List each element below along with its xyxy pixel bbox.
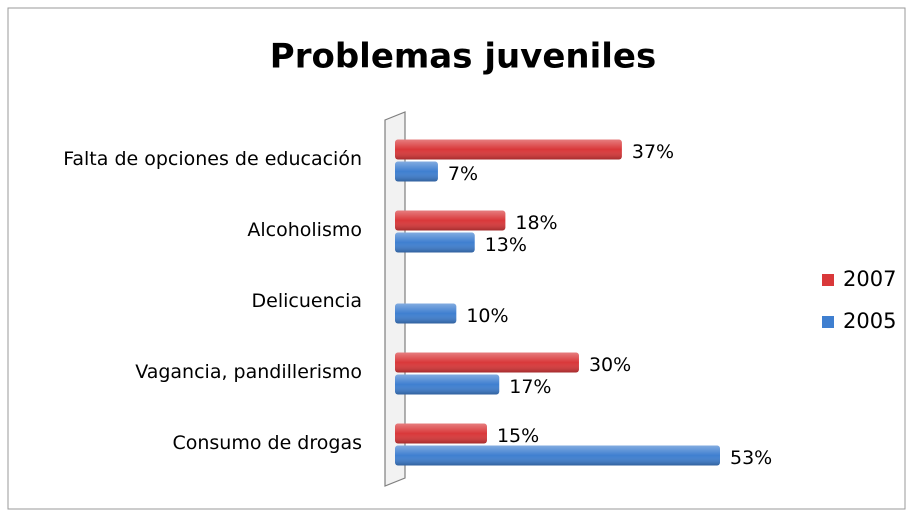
y-tick-label: Falta de opciones de educación [63,148,362,170]
data-label: 7% [448,163,478,185]
bar-shade [395,161,438,182]
data-label: 10% [466,305,508,327]
bar-shade [395,445,720,466]
y-tick-label: Consumo de drogas [172,432,362,454]
data-label: 17% [509,376,551,398]
data-label: 53% [730,447,772,469]
data-label: 15% [497,425,539,447]
data-label: 18% [515,212,557,234]
y-tick-label: Delicuencia [252,290,362,312]
chart-title: Problemas juveniles [270,37,656,77]
bar-shade [395,232,475,253]
bar-shade [395,352,579,373]
bar-shade [395,423,487,444]
data-label: 30% [589,354,631,376]
legend-label: 2005 [843,309,896,333]
y-tick-label: Alcoholismo [247,219,362,241]
legend-label: 2007 [843,267,896,291]
bar-shade [395,210,506,231]
bar-shade [395,139,622,160]
legend-swatch [822,316,834,328]
data-label: 37% [632,141,674,163]
data-label: 13% [485,234,527,256]
bar-shade [395,374,500,395]
bar-shade [395,303,457,324]
y-tick-label: Vagancia, pandillerismo [135,361,362,383]
legend-swatch [822,274,834,286]
